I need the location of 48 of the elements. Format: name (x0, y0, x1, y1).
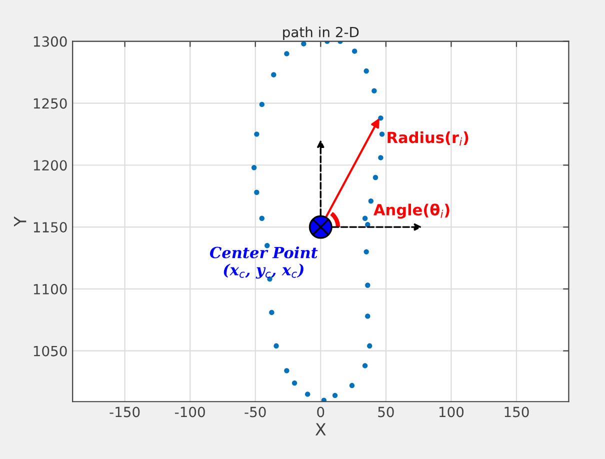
point (365, 314, 370, 319)
point (378, 155, 384, 160)
x-tick-label: -100 (175, 406, 205, 418)
point (367, 343, 372, 349)
point (372, 174, 378, 180)
point (365, 282, 370, 288)
x-tick-label: 50 (378, 406, 394, 418)
point (271, 72, 276, 78)
x-tick-label: -50 (244, 406, 266, 418)
x-tick-label: 100 (439, 406, 464, 418)
annotation: Center Point (x$_{c}$, y$_{c}$, x$_{c}$) (210, 246, 318, 279)
point (254, 190, 260, 195)
point (332, 392, 338, 398)
point (259, 102, 264, 108)
point (284, 368, 290, 374)
point (379, 132, 385, 137)
y-tick-label: 1300 (34, 36, 67, 47)
point (362, 363, 368, 368)
point (251, 165, 257, 170)
point (269, 310, 274, 316)
x-tick-label: 0 (317, 406, 324, 418)
point (352, 48, 358, 54)
point (274, 343, 279, 349)
y-tick-label: 1100 (34, 284, 67, 294)
point (372, 88, 377, 94)
point (378, 115, 384, 121)
annotation: Angle(θ$_{i}$) (374, 204, 450, 219)
point (349, 382, 355, 388)
point (292, 380, 298, 386)
point (301, 41, 306, 46)
y-tick-label: 1150 (34, 222, 67, 233)
y-axis-title: Y (14, 216, 26, 227)
annotation: Radius(r$_{i}$) (388, 131, 468, 146)
chart-title: path in 2-D (283, 26, 359, 40)
point (364, 68, 369, 74)
x-tick-label: 150 (504, 406, 529, 418)
point (368, 198, 374, 204)
x-tick-label: -150 (110, 406, 140, 418)
point (362, 216, 368, 221)
x-axis-title: X (315, 423, 326, 436)
point (254, 132, 260, 137)
point (364, 249, 369, 254)
y-tick-label: 1200 (34, 160, 67, 171)
point (304, 392, 310, 397)
point (284, 51, 290, 56)
point (259, 216, 264, 221)
y-tick-label: 1250 (34, 98, 67, 109)
y-tick-label: 1050 (34, 346, 67, 356)
